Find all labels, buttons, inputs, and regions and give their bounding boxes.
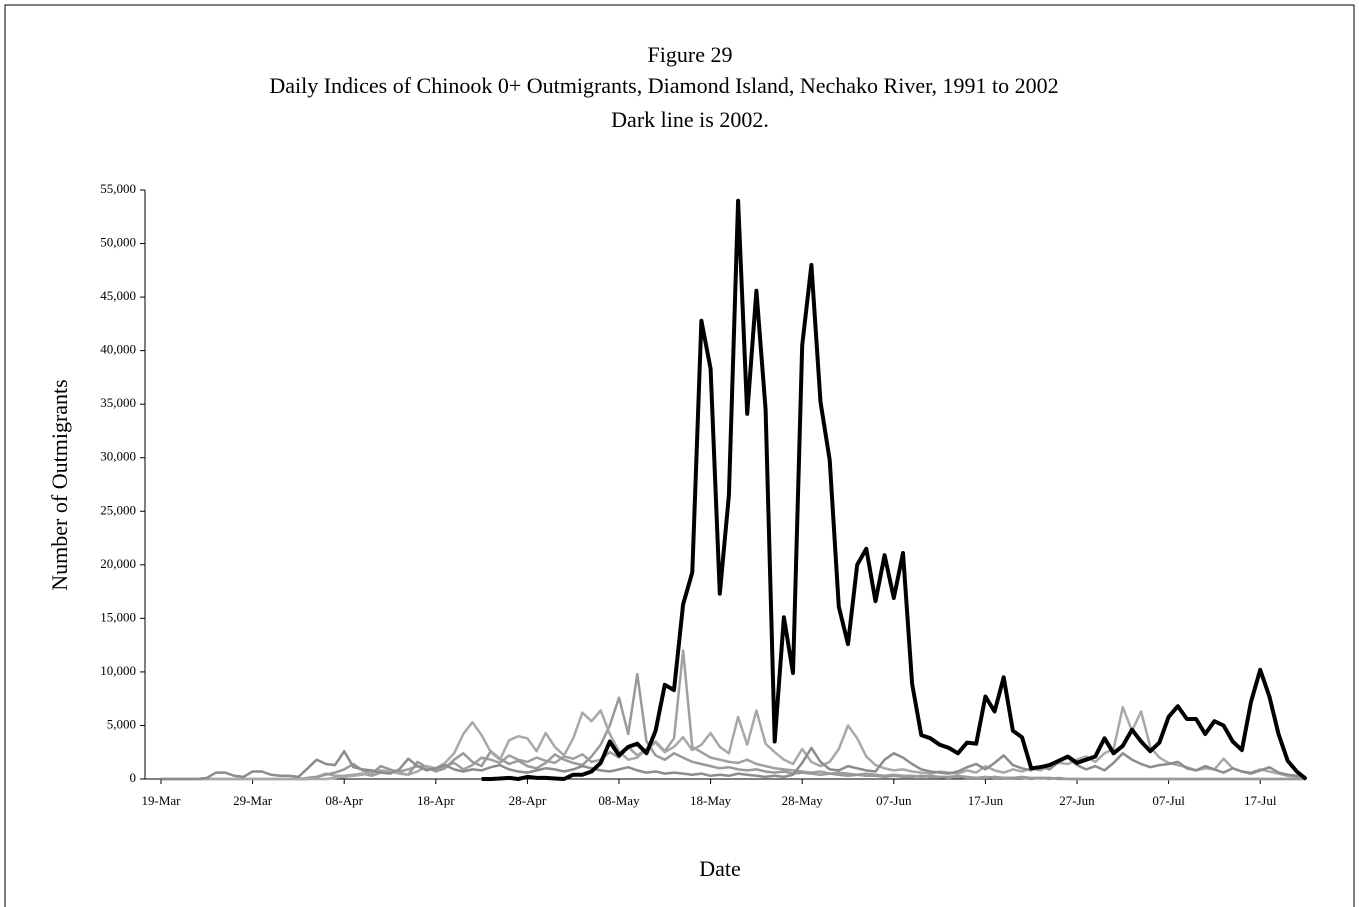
x-tick-label: 28-Apr: [509, 793, 547, 808]
x-tick-label: 07-Jul: [1152, 793, 1185, 808]
y-tick-label: 25,000: [100, 502, 136, 517]
x-tick-label: 27-Jun: [1059, 793, 1095, 808]
x-tick-label: 17-Jun: [968, 793, 1004, 808]
x-tick-label: 08-May: [598, 793, 640, 808]
y-tick-label: 35,000: [100, 395, 136, 410]
x-tick-label: 07-Jun: [876, 793, 912, 808]
x-tick-label: 19-Mar: [142, 793, 182, 808]
chart-note: Dark line is 2002.: [611, 107, 769, 132]
y-tick-label: 40,000: [100, 342, 136, 357]
series-line: [481, 198, 1308, 781]
frame: [4, 4, 1355, 907]
x-tick-label: 29-Mar: [233, 793, 273, 808]
x-axis-label: Date: [699, 856, 741, 881]
x-tick-label: 17-Jul: [1244, 793, 1277, 808]
y-tick-label: 55,000: [100, 181, 136, 196]
chart-title: Figure 29: [648, 42, 733, 67]
y-tick-label: 5,000: [107, 716, 136, 731]
chart-subtitle: Daily Indices of Chinook 0+ Outmigrants,…: [269, 73, 1058, 98]
y-tick-label: 10,000: [100, 663, 136, 678]
x-tick-label: 28-May: [782, 793, 824, 808]
y-tick-label: 0: [130, 770, 137, 785]
x-tick-label: 18-Apr: [417, 793, 455, 808]
y-axis-label: Number of Outmigrants: [47, 379, 72, 590]
series-line: [161, 746, 1307, 781]
series-line: [161, 705, 1307, 781]
y-tick-label: 20,000: [100, 556, 136, 571]
y-tick-label: 45,000: [100, 288, 136, 303]
x-tick-label: 18-May: [690, 793, 732, 808]
y-tick-label: 50,000: [100, 235, 136, 250]
y-tick-label: 15,000: [100, 609, 136, 624]
y-tick-label: 30,000: [100, 449, 136, 464]
series-line: [298, 672, 1306, 781]
x-tick-label: 08-Apr: [325, 793, 363, 808]
